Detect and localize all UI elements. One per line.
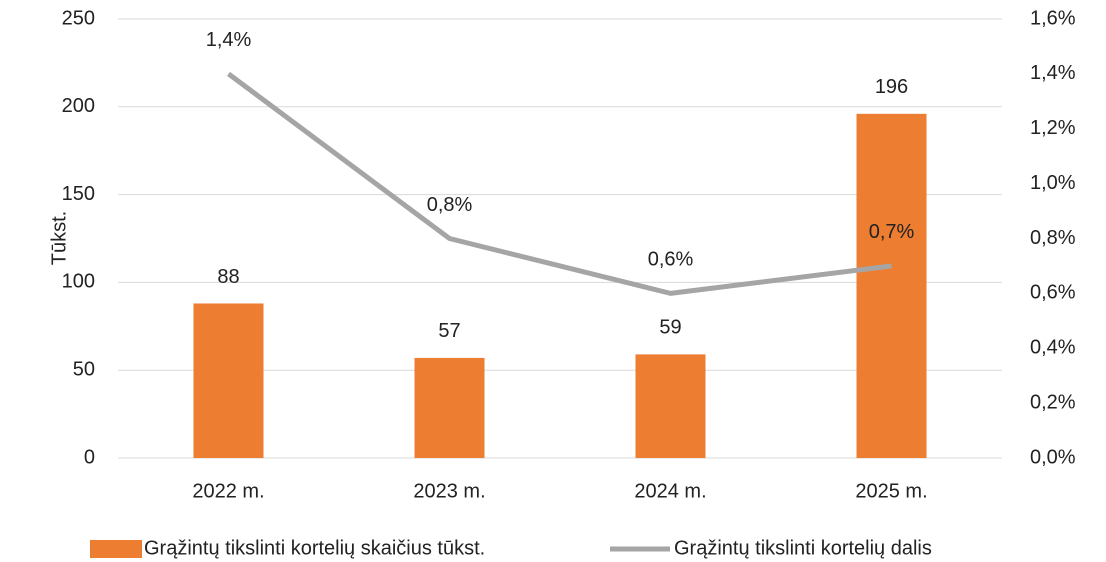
data-label: 196 [875,76,908,98]
data-label: 0,6% [648,249,694,271]
y2-tick-label: 0,2% [1030,391,1076,413]
x-tick-label: 2023 m. [413,480,485,502]
y-tick-label: 0 [84,446,95,468]
x-tick-label: 2024 m. [634,480,706,502]
y-tick-label: 150 [62,183,95,205]
y-tick-label: 100 [62,271,95,293]
bar [635,354,706,458]
legend-label: Grąžintų tikslinti kortelių dalis [674,537,932,559]
data-label: 59 [659,317,681,339]
line [227,71,892,296]
y-tick-label: 250 [62,7,95,29]
data-label: 88 [217,266,239,288]
data-label: 1,4% [206,29,252,51]
data-label: 0,7% [869,221,915,243]
data-label: 0,8% [427,194,473,216]
bar [193,303,264,458]
y2-tick-label: 1,6% [1030,7,1076,29]
x-tick-label: 2025 m. [855,480,927,502]
y-axis-label: Tūkst. [48,211,70,265]
legend-swatch [90,540,142,558]
y2-tick-label: 1,0% [1030,172,1076,194]
y2-tick-label: 0,8% [1030,227,1076,249]
y-tick-label: 200 [62,95,95,117]
y2-tick-label: 0,6% [1030,282,1076,304]
y2-tick-label: 0,4% [1030,337,1076,359]
legend-label: Grąžintų tikslinti kortelių skaičius tūk… [144,537,485,559]
y2-tick-label: 1,2% [1030,117,1076,139]
bar [414,357,485,458]
y-tick-label: 50 [73,358,95,380]
data-label: 57 [438,320,460,342]
y2-tick-label: 1,4% [1030,62,1076,84]
x-tick-label: 2022 m. [192,480,264,502]
bar [856,113,927,458]
y2-tick-label: 0,0% [1030,446,1076,468]
